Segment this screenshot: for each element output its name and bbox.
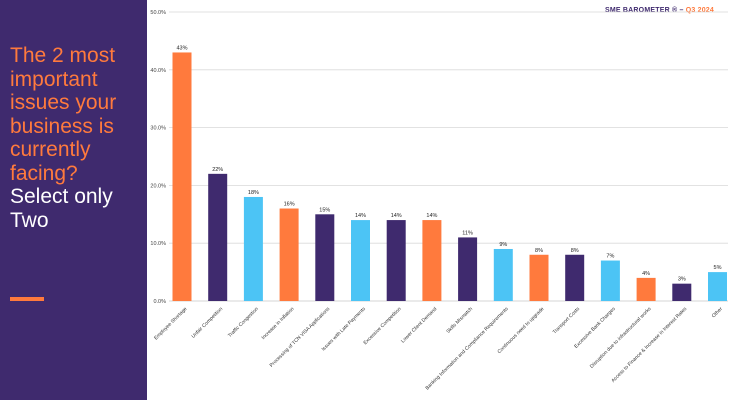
y-tick-label: 30.0% (150, 126, 166, 132)
brand-header: SME BAROMETER ® – Q3 2024 (605, 7, 714, 14)
data-label: 14% (391, 213, 402, 219)
x-tick-label: Increase in Inflation (261, 306, 296, 341)
data-label: 9% (499, 242, 507, 248)
data-label: 5% (714, 265, 722, 271)
bar (636, 277, 656, 301)
bar (672, 283, 692, 301)
bar (458, 237, 478, 301)
bar (208, 173, 228, 301)
data-label: 18% (248, 190, 259, 196)
bar (172, 52, 192, 302)
x-tick-label: Processing of TCN VISA Applications (269, 306, 332, 369)
bar (565, 254, 585, 301)
data-label: 14% (426, 213, 437, 219)
x-tick-label: Access to Finance & Increase in Interest… (610, 306, 688, 384)
bar (243, 196, 263, 301)
x-tick-label: Excessive Competition (363, 306, 403, 346)
y-tick-label: 40.0% (150, 68, 166, 74)
data-label: 22% (212, 167, 223, 173)
data-label: 8% (535, 248, 543, 254)
bar (386, 220, 406, 301)
bar (279, 208, 299, 301)
x-tick-label: Skills Mismatch (445, 306, 474, 335)
x-tick-label: Unfair Competition (191, 306, 225, 340)
x-tick-label: Employee Shortage (153, 306, 188, 341)
x-tick-label: Traffic Congestion (227, 306, 260, 339)
x-tick-label: Lower Client Demand (400, 306, 438, 344)
question-main: The 2 most important issues your busines… (10, 44, 117, 185)
bar (708, 272, 727, 301)
question-text: The 2 most important issues your busines… (10, 44, 142, 232)
y-tick-label: 0.0% (153, 299, 166, 305)
data-label: 14% (355, 213, 366, 219)
data-label: 11% (462, 230, 473, 236)
brand-period: Q3 2024 (685, 7, 714, 14)
question-instruction: Select only Two (10, 185, 113, 232)
data-label: 43% (176, 45, 187, 51)
data-label: 7% (606, 254, 614, 260)
data-label: 15% (319, 207, 330, 213)
data-label: 8% (571, 248, 579, 254)
bar (600, 260, 620, 301)
x-tick-label: Banking Information and Compliance Requi… (424, 306, 510, 392)
data-label: 16% (284, 202, 295, 208)
bar (315, 214, 335, 301)
y-tick-label: 50.0% (150, 10, 166, 16)
bar-chart: 0.0% 10.0% 20.0% 30.0% 40.0% 50.0% 43% Employee… (150, 10, 728, 392)
accent-bar (10, 297, 44, 301)
bar (351, 220, 370, 301)
brand-name: SME BAROMETER ® (605, 7, 678, 14)
sidebar: The 2 most important issues your busines… (0, 0, 147, 400)
bar (493, 248, 513, 301)
y-tick-label: 10.0% (150, 241, 166, 247)
data-label: 4% (642, 271, 650, 277)
x-tick-label: Disruption due to infrastructural works (589, 306, 653, 370)
bar (529, 254, 549, 301)
x-tick-label: Transport Costs (552, 306, 582, 336)
y-tick-label: 20.0% (150, 183, 166, 189)
bar (422, 220, 442, 301)
x-tick-label: Other (711, 306, 724, 319)
brand-separator: – (679, 7, 684, 14)
data-label: 3% (678, 277, 686, 283)
